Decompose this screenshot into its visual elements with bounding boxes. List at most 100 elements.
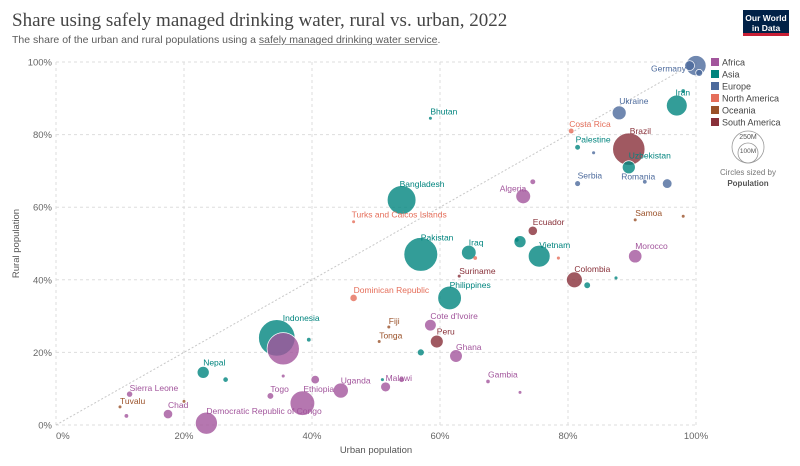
point-nepal <box>196 365 210 379</box>
point-togo <box>266 392 275 400</box>
point-label-vietnam: Vietnam <box>539 240 570 250</box>
point-gambia <box>486 379 490 384</box>
subtitle-link[interactable]: safely managed drinking water service <box>258 34 438 46</box>
point-iraq <box>461 244 477 261</box>
chart-title: Share using safely managed drinking wate… <box>12 10 508 31</box>
point-unlabeled <box>530 179 536 185</box>
subtitle-suffix: . <box>437 34 441 46</box>
point-sierra-leone <box>126 390 134 398</box>
point-unlabeled <box>473 256 478 260</box>
point-label-ukraine: Ukraine <box>619 96 649 106</box>
x-tick-label: 60% <box>430 431 450 442</box>
point-iran <box>666 94 688 117</box>
point-label-ghana: Ghana <box>456 342 482 352</box>
point-chad <box>162 409 174 420</box>
point-label-algeria: Algeria <box>500 183 527 193</box>
x-tick-label: 80% <box>558 431 578 442</box>
point-brazil <box>612 132 646 166</box>
point-unlabeled <box>518 390 522 394</box>
legend-label-oceania: Oceania <box>722 106 756 116</box>
x-tick-label: 0% <box>56 431 70 442</box>
point-label-philippines: Philippines <box>450 280 491 290</box>
point-label-uganda: Uganda <box>341 376 371 386</box>
point-unlabeled <box>583 281 591 289</box>
point-label-cote-d-ivoire: Cote d'Ivoire <box>430 311 478 321</box>
y-tick-label: 80% <box>33 130 53 141</box>
point-costa-rica <box>568 128 574 134</box>
point-fiji <box>387 325 391 329</box>
point-label-germany: Germany <box>651 64 687 74</box>
point-label-nepal: Nepal <box>203 357 225 367</box>
point-ukraine <box>611 105 627 121</box>
data-points <box>118 55 707 435</box>
point-suriname <box>457 274 461 278</box>
point-unlabeled <box>556 256 560 260</box>
subtitle-prefix: The share of the urban and rural populat… <box>12 34 259 46</box>
point-label-bangladesh: Bangladesh <box>400 179 445 189</box>
point-palestine <box>575 144 581 150</box>
point-label-morocco: Morocco <box>635 241 668 251</box>
point-unlabeled <box>513 235 527 249</box>
point-vietnam <box>527 244 551 268</box>
point-label-indonesia: Indonesia <box>283 313 320 323</box>
size-legend: 250M 100M Circles sized by Population <box>720 130 776 188</box>
point-unlabeled <box>124 414 129 418</box>
point-label-malawi: Malawi <box>386 373 413 383</box>
point-label-serbia: Serbia <box>578 171 603 181</box>
point-serbia <box>574 180 581 187</box>
point-morocco <box>628 249 643 264</box>
point-label-democratic-republic-of-congo: Democratic Republic of Congo <box>206 406 322 416</box>
point-bangladesh <box>386 185 417 215</box>
owid-logo[interactable]: Our World in Data <box>743 10 789 36</box>
point-unlabeled <box>182 399 186 403</box>
point-unlabeled <box>681 214 685 218</box>
point-label-colombia: Colombia <box>574 264 610 274</box>
point-label-togo: Togo <box>270 384 289 394</box>
point-label-dominican-republic: Dominican Republic <box>354 285 430 295</box>
legend-swatch-europe <box>711 82 719 90</box>
point-unlabeled <box>681 89 686 93</box>
legend-label-europe: Europe <box>722 82 751 92</box>
point-unlabeled <box>695 69 704 77</box>
point-label-uzbekistan: Uzbekistan <box>629 150 671 160</box>
point-label-samoa: Samoa <box>635 208 662 218</box>
point-label-sierra-leone: Sierra Leone <box>130 383 179 393</box>
point-democratic-republic-of-congo <box>195 411 218 435</box>
size-legend-small-label: 100M <box>740 148 756 155</box>
point-algeria <box>515 188 531 205</box>
point-ethiopia <box>289 390 316 416</box>
legend-swatch-oceania <box>711 106 719 114</box>
point-label-ecuador: Ecuador <box>533 217 565 227</box>
point-bhutan <box>428 116 432 120</box>
legend-label-north-america: North America <box>722 94 779 104</box>
point-unlabeled <box>266 332 300 366</box>
point-label-chad: Chad <box>168 400 189 410</box>
point-label-turks-and-caicos-islands: Turks and Caicos Islands <box>352 210 447 220</box>
point-unlabeled <box>514 237 519 242</box>
point-unlabeled <box>684 60 695 71</box>
size-legend-caption-2: Population <box>727 179 768 188</box>
legend-swatch-north-america <box>711 94 719 102</box>
point-label-peru: Peru <box>437 327 455 337</box>
legend-swatch-south-america <box>711 118 719 126</box>
axis-ticks: 0% 0% 20% 20% 40% 40% 60% 60% 80% 80% 100% 100% <box>28 58 709 443</box>
logo-line-2: in Data <box>751 23 781 33</box>
point-dominican-republic <box>349 293 358 302</box>
point-colombia <box>566 271 583 289</box>
point-turks-and-caicos-islands <box>352 220 356 224</box>
y-axis-label: Rural population <box>11 209 22 278</box>
point-unlabeled <box>614 276 618 280</box>
x-tick-label: 40% <box>302 431 322 442</box>
size-legend-caption-1: Circles sized by <box>720 168 776 177</box>
x-axis-label: Urban population <box>340 445 412 456</box>
point-label-ethiopia: Ethiopia <box>303 384 334 394</box>
y-tick-label: 40% <box>33 275 53 286</box>
legend-label-south-america: South America <box>722 118 781 128</box>
point-pakistan <box>403 237 439 272</box>
size-legend-circle-small <box>737 142 759 164</box>
point-label-tonga: Tonga <box>379 331 402 341</box>
point-ghana <box>449 349 463 363</box>
point-label-pakistan: Pakistan <box>421 232 454 242</box>
point-tonga <box>377 340 381 344</box>
